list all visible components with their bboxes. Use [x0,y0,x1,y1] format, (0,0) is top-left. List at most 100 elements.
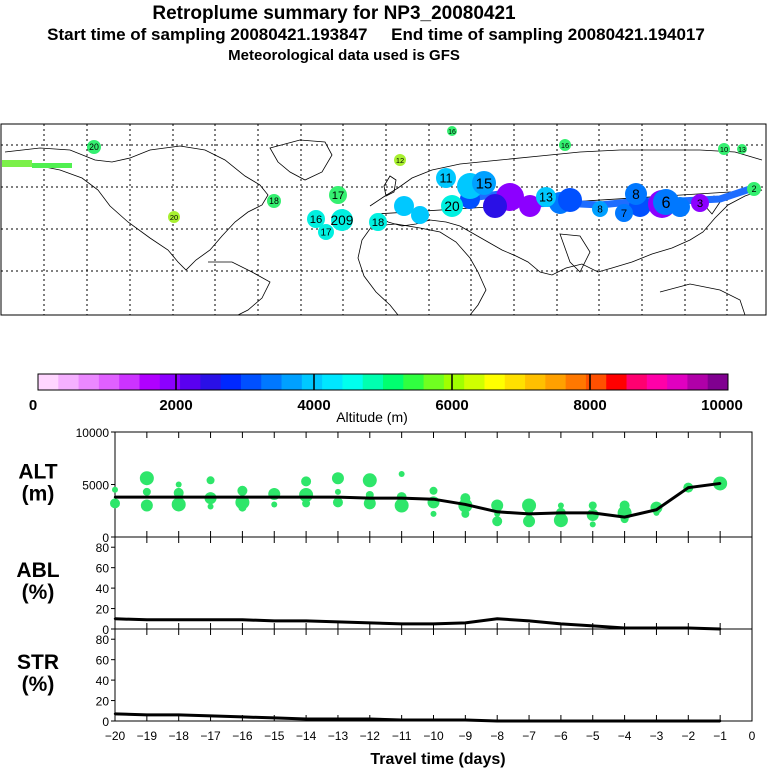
day-label: 3 [697,198,703,210]
series-point [145,495,149,499]
colorbar-tick-10000: 10000 [701,397,743,414]
day-label: 16 [310,214,323,226]
altitude-scatter-point [139,471,154,486]
series-point [655,626,658,630]
series-point [113,617,117,620]
series-point [687,719,690,723]
colorbar-cell [504,374,526,390]
series-point [559,719,563,723]
series-point [464,621,467,625]
altitude-scatter-point [271,501,278,508]
colorbar-cell [58,374,80,390]
series-point [304,619,308,623]
altitude-scatter-point [334,488,341,495]
series-point [687,626,690,630]
str-panel-frame [114,628,753,722]
colorbar-cell [565,374,587,390]
series-point [145,618,149,621]
series-point [527,512,531,516]
y-tick-label: 60 [96,562,110,576]
series-point [400,496,403,500]
plot-title: Retroplume summary for NP3_20080421 [152,3,516,24]
plume-marker [411,206,429,224]
y-tick-label: 10000 [76,426,110,440]
series-point [304,495,308,499]
series-point [432,622,435,626]
series-point [209,618,212,621]
start-time-label: Start time of sampling 20080421.193847 [47,25,368,44]
x-tick-label: −5 [586,729,600,743]
altitude-scatter-point [557,502,564,509]
series-point [623,515,626,519]
colorbar-cell [342,374,364,390]
series-point [655,719,658,723]
day-label: 17 [332,190,345,202]
colorbar-cell [667,374,688,390]
day-label: 18 [269,196,279,206]
colorbar-cell [220,374,242,390]
altitude-scatter-point [175,481,182,488]
colorbar-cell [646,374,668,390]
colorbar-cell [626,374,648,390]
series-point [209,714,212,718]
day-label: 7 [621,208,627,220]
x-tick-label: −17 [200,729,221,743]
day-label: 17 [320,228,332,239]
altitude-marker [87,140,101,154]
day-label: 8 [632,187,640,202]
panel-y-label: ABL [16,559,59,582]
series-point [145,713,149,717]
colorbar-cell [606,374,628,390]
altitude-scatter-point [363,497,376,510]
altitude-scatter-point [586,508,599,521]
day-label: 20 [444,199,460,214]
x-tick-label: −9 [459,729,473,743]
series-point [464,503,467,506]
x-tick-label: −4 [618,729,632,743]
altitude-marker [331,209,353,231]
altitude-scatter-point [398,471,405,477]
altitude-scatter-point [429,486,438,495]
day-label: 12 [396,156,404,165]
plume-marker [483,194,507,218]
altitude-marker [436,168,456,188]
altitude-scatter-point [461,509,470,518]
series-point [559,511,563,515]
day-label: 8 [597,205,603,216]
x-tick-label: −14 [296,729,317,743]
y-tick-label: 0 [102,623,109,637]
altitude-marker [394,154,406,166]
day-label: 15 [476,175,493,192]
day-label: 13 [539,191,553,205]
colorbar-cell [423,374,445,390]
x-axis-label: Travel time (days) [370,751,505,768]
day-label: 20 [89,142,99,152]
series-point [718,719,722,723]
x-tick-label: −3 [650,729,664,743]
colorbar-label: Altitude (m) [336,409,408,425]
y-tick-label: 60 [96,654,110,668]
y-tick-label: 40 [96,674,110,688]
altitude-scatter-point [173,487,184,498]
plume-marker [519,195,541,217]
altitude-scatter-point [589,521,596,528]
met-data-label: Meteorological data used is GFS [228,47,460,64]
series-point [273,716,276,720]
series-point [623,626,626,630]
series-point [177,495,180,499]
series-point [336,717,340,721]
colorbar-cell [383,374,404,390]
colorbar-cell [159,374,181,390]
day-label: 6 [661,194,670,212]
x-tick-label: −16 [232,729,253,743]
colorbar-cell [139,374,161,390]
series-point [336,495,340,499]
altitude-marker [592,201,608,217]
day-label: 13 [738,147,746,154]
series-point [177,618,180,621]
x-tick-label: −11 [392,729,412,743]
altitude-marker [472,171,496,195]
altitude-scatter-point [492,516,503,527]
